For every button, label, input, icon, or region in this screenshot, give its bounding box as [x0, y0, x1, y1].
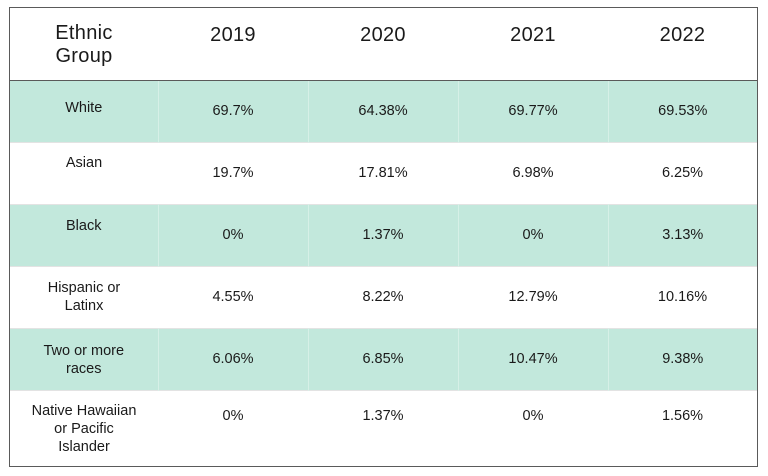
- table-row-native-hawaiian-or-pacific-islander: Native Hawaiian or Pacific Islander 0% 1…: [10, 389, 757, 466]
- cell-2020: 6.85%: [308, 327, 459, 390]
- header-2022: 2022: [608, 8, 757, 81]
- cell-2021: 69.77%: [458, 80, 609, 142]
- table-row-white: White 69.7% 64.38% 69.77% 69.53%: [10, 80, 757, 142]
- cell-2020: 64.38%: [308, 80, 459, 142]
- row-group-label: White: [10, 80, 159, 142]
- row-group-label-text: Native Hawaiian or Pacific Islander: [31, 402, 137, 455]
- header-ethnic-group: Ethnic Group: [10, 8, 158, 81]
- row-group-label: Two or more races: [10, 327, 159, 390]
- header-2020: 2020: [308, 8, 458, 81]
- table-row-asian: Asian 19.7% 17.81% 6.98% 6.25%: [10, 141, 757, 204]
- cell-2020: 17.81%: [308, 141, 458, 204]
- row-group-label-text: Two or more races: [43, 342, 125, 377]
- cell-2021: 0%: [458, 389, 608, 466]
- header-2021: 2021: [458, 8, 608, 81]
- cell-2022: 3.13%: [608, 203, 757, 266]
- table-row-two-or-more-races: Two or more races 6.06% 6.85% 10.47% 9.3…: [10, 327, 757, 390]
- ethnicity-table: Ethnic Group 2019 2020 2021 2022 White 6…: [10, 8, 757, 466]
- cell-2019: 19.7%: [158, 141, 308, 204]
- cell-2019: 4.55%: [158, 265, 308, 328]
- ethnicity-table-container: Ethnic Group 2019 2020 2021 2022 White 6…: [9, 7, 758, 467]
- cell-2021: 6.98%: [458, 141, 608, 204]
- cell-2022: 6.25%: [608, 141, 757, 204]
- cell-2022: 1.56%: [608, 389, 757, 466]
- cell-2020: 1.37%: [308, 203, 459, 266]
- cell-2021: 12.79%: [458, 265, 608, 328]
- header-2019: 2019: [158, 8, 308, 81]
- cell-2019: 6.06%: [158, 327, 309, 390]
- cell-2022: 69.53%: [658, 103, 708, 119]
- cell-2021: 10.47%: [458, 327, 609, 390]
- row-group-label: Hispanic or Latinx: [10, 265, 158, 328]
- row-group-label: Native Hawaiian or Pacific Islander: [10, 389, 158, 466]
- row-group-label-text: Hispanic or Latinx: [47, 279, 121, 314]
- cell-2019: 0%: [158, 203, 309, 266]
- cell-2022: 10.16%: [608, 265, 757, 328]
- table-row-black: Black 0% 1.37% 0% 3.13%: [10, 203, 757, 266]
- cell-2019: 0%: [158, 389, 308, 466]
- cell-2019: 69.7%: [158, 80, 309, 142]
- row-group-label: Asian: [10, 141, 158, 204]
- cell-2020: 1.37%: [308, 389, 458, 466]
- table-header-row: Ethnic Group 2019 2020 2021 2022: [10, 8, 757, 81]
- cell-2021: 0%: [458, 203, 609, 266]
- row-group-label: Black: [10, 203, 159, 266]
- cell-2022: 9.38%: [608, 327, 757, 390]
- table-row-hispanic-or-latinx: Hispanic or Latinx 4.55% 8.22% 12.79% 10…: [10, 265, 757, 328]
- cell-2020: 8.22%: [308, 265, 458, 328]
- header-ethnic-group-label: Ethnic Group: [55, 22, 113, 67]
